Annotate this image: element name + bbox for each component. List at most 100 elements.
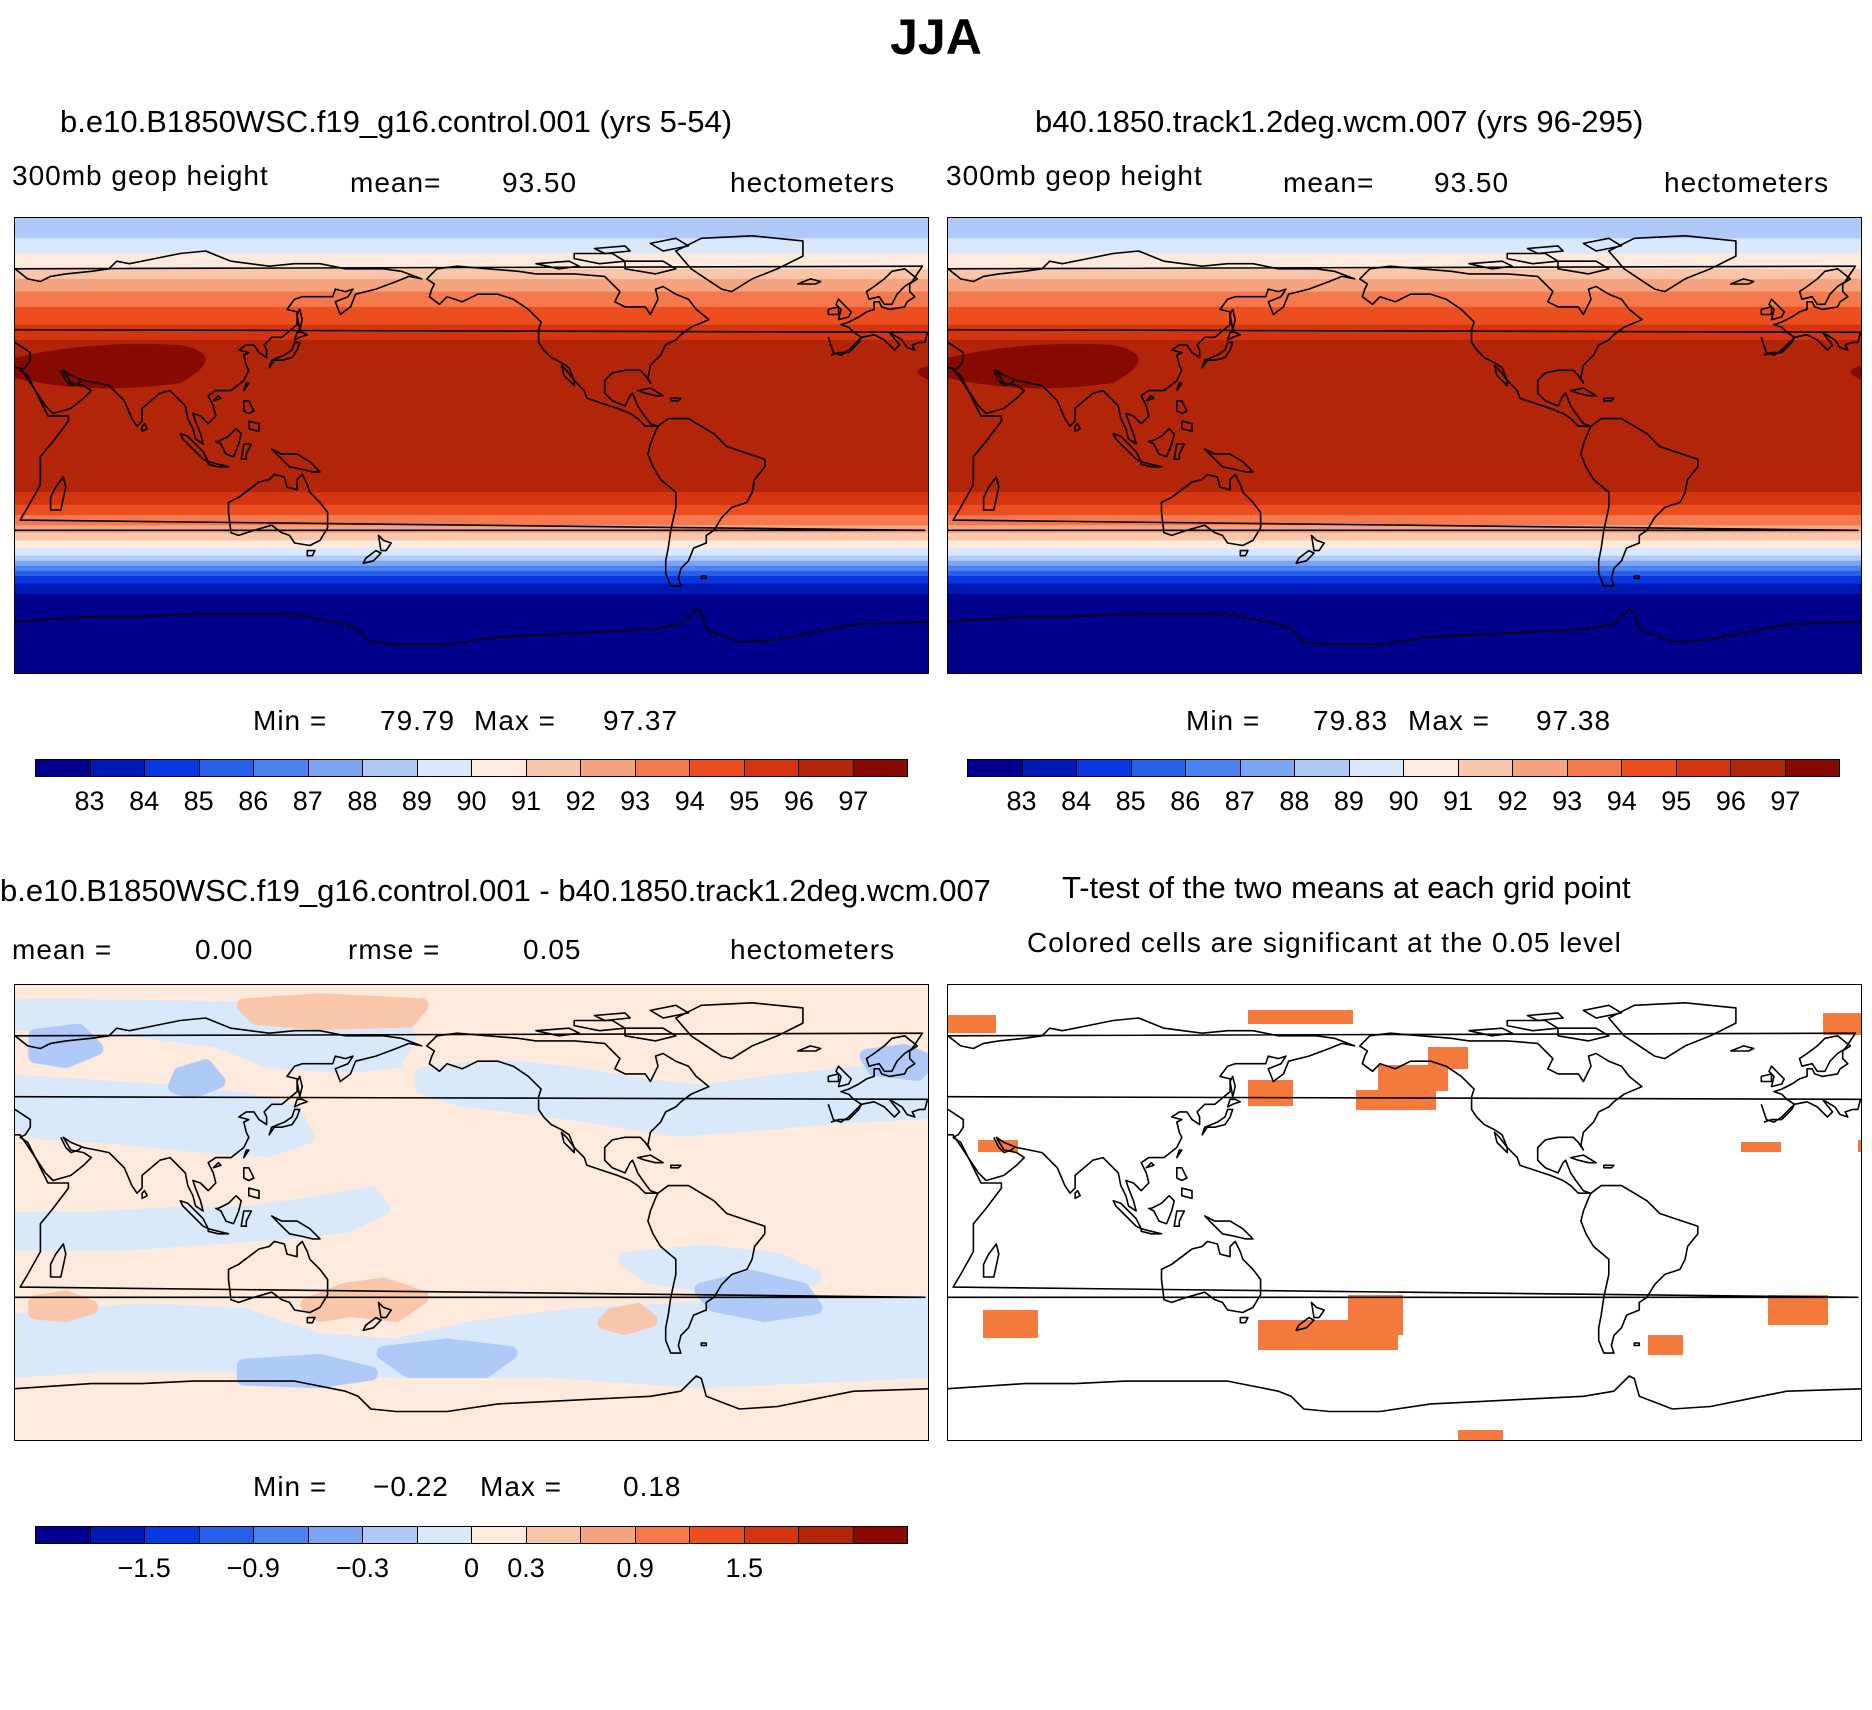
- coastline: [993, 1136, 1015, 1154]
- field-region: [236, 1353, 378, 1389]
- significant-cell: [1458, 1430, 1503, 1440]
- coastline: [948, 1375, 1861, 1413]
- panel4-title: T-test of the two means at each grid poi…: [1062, 870, 1631, 905]
- coastline: [827, 1073, 840, 1083]
- field-band: [15, 306, 928, 326]
- colorbar-tick-label: 83: [74, 786, 105, 816]
- difference-field: [15, 985, 928, 1440]
- field-region: [859, 1044, 928, 1081]
- colorbar-tick-label: 86: [1170, 786, 1201, 816]
- coastline: [649, 1004, 690, 1019]
- colorbar-segment: [308, 1527, 363, 1543]
- colorbar-tick-label: 85: [183, 786, 214, 816]
- colorbar-tick-label: 0: [463, 1553, 480, 1583]
- panel2-colorbar: [967, 759, 1840, 777]
- field-band: [15, 268, 928, 280]
- coastlines: [15, 235, 928, 646]
- coastline: [1173, 1210, 1186, 1227]
- significant-cell: [948, 1015, 996, 1033]
- field-band: [15, 471, 928, 493]
- colorbar-tick-label: 95: [1661, 786, 1692, 816]
- panel2-map: [947, 217, 1862, 674]
- colorbar-segment: [744, 1527, 799, 1543]
- coastline: [1760, 306, 1773, 316]
- coastline: [49, 476, 67, 511]
- panel2-variable: 300mb geop height: [946, 160, 1203, 191]
- coastline: [60, 1136, 82, 1154]
- field-band: [15, 324, 928, 341]
- significant-cell: [1823, 1013, 1861, 1035]
- colorbar-tick-label: 84: [1061, 786, 1092, 816]
- field-band: [15, 504, 928, 516]
- colorbar-segment: [690, 1527, 745, 1543]
- coastline: [270, 448, 321, 473]
- coastline: [1201, 341, 1234, 369]
- coastline: [835, 1065, 852, 1088]
- field-band: [15, 492, 928, 506]
- colorbar-segment: [1458, 760, 1513, 776]
- colorbar-segment: [417, 1527, 472, 1543]
- colorbar-segment: [635, 1527, 690, 1543]
- panel2-max-value: 97.38: [1536, 705, 1612, 736]
- colorbar-tick-label: 87: [1224, 786, 1255, 816]
- coastline: [948, 367, 1859, 532]
- coastline: [15, 608, 928, 646]
- coastline: [1229, 308, 1236, 331]
- colorbar-tick-label: 90: [1388, 786, 1419, 816]
- field-band: [948, 525, 1861, 534]
- field-band: [948, 565, 1861, 572]
- coastline: [15, 1032, 924, 1123]
- coastline: [1074, 1189, 1081, 1200]
- field-band: [15, 238, 928, 255]
- coastline: [268, 341, 301, 369]
- colorbar-segment: [1622, 760, 1677, 776]
- coastline: [670, 1164, 682, 1169]
- coastline: [293, 1098, 309, 1108]
- coastline: [377, 1301, 392, 1319]
- figure-title: JJA: [890, 9, 982, 65]
- field-band: [15, 540, 928, 549]
- coastline: [15, 265, 924, 356]
- coastline: [243, 382, 250, 392]
- coastline: [797, 1045, 822, 1052]
- coastline: [1295, 1316, 1315, 1332]
- panel3-rmse-value: 0.05: [523, 934, 582, 965]
- coastline: [212, 394, 222, 402]
- colorbar-segment: [254, 1527, 309, 1543]
- field-band: [948, 532, 1861, 541]
- colorbar-segment: [1731, 760, 1786, 776]
- coastline: [1203, 1215, 1254, 1240]
- panel3-colorbar: [35, 1526, 908, 1544]
- panel1-units: hectometers: [730, 167, 896, 198]
- coastline: [1176, 400, 1188, 415]
- field-band: [15, 560, 928, 567]
- coastline: [296, 308, 303, 331]
- coastline: [982, 1243, 1000, 1278]
- colorbar-segment: [799, 1527, 854, 1543]
- colorbar-tick-label: 94: [1606, 786, 1637, 816]
- coastline: [293, 331, 309, 341]
- panel2-units: hectometers: [1664, 167, 1830, 198]
- colorbar-segment: [1785, 760, 1839, 776]
- panel1-map: [14, 217, 929, 674]
- coastline: [948, 1017, 1356, 1212]
- panel4-map: [947, 984, 1862, 1441]
- coastlines: [15, 1002, 928, 1413]
- panel1-mean-value: 93.50: [502, 167, 578, 198]
- field-max-region: [948, 343, 1139, 389]
- panel3-title: b.e10.B1850WSC.f19_g16.control.001 - b40…: [0, 873, 1066, 909]
- colorbar-segment: [968, 760, 1023, 776]
- coastline: [948, 265, 1857, 356]
- colorbar-segment: [199, 760, 254, 776]
- coastline: [1493, 364, 1508, 387]
- field-band: [948, 492, 1861, 506]
- colorbar-segment: [1240, 760, 1295, 776]
- coastline: [982, 476, 1000, 511]
- coastline: [1239, 1316, 1249, 1324]
- coastline: [1582, 237, 1623, 252]
- field-region: [236, 993, 429, 1031]
- panel3-map: [14, 984, 929, 1441]
- coastline: [362, 549, 382, 565]
- colorbar-segment: [635, 760, 690, 776]
- coastline: [179, 1200, 209, 1230]
